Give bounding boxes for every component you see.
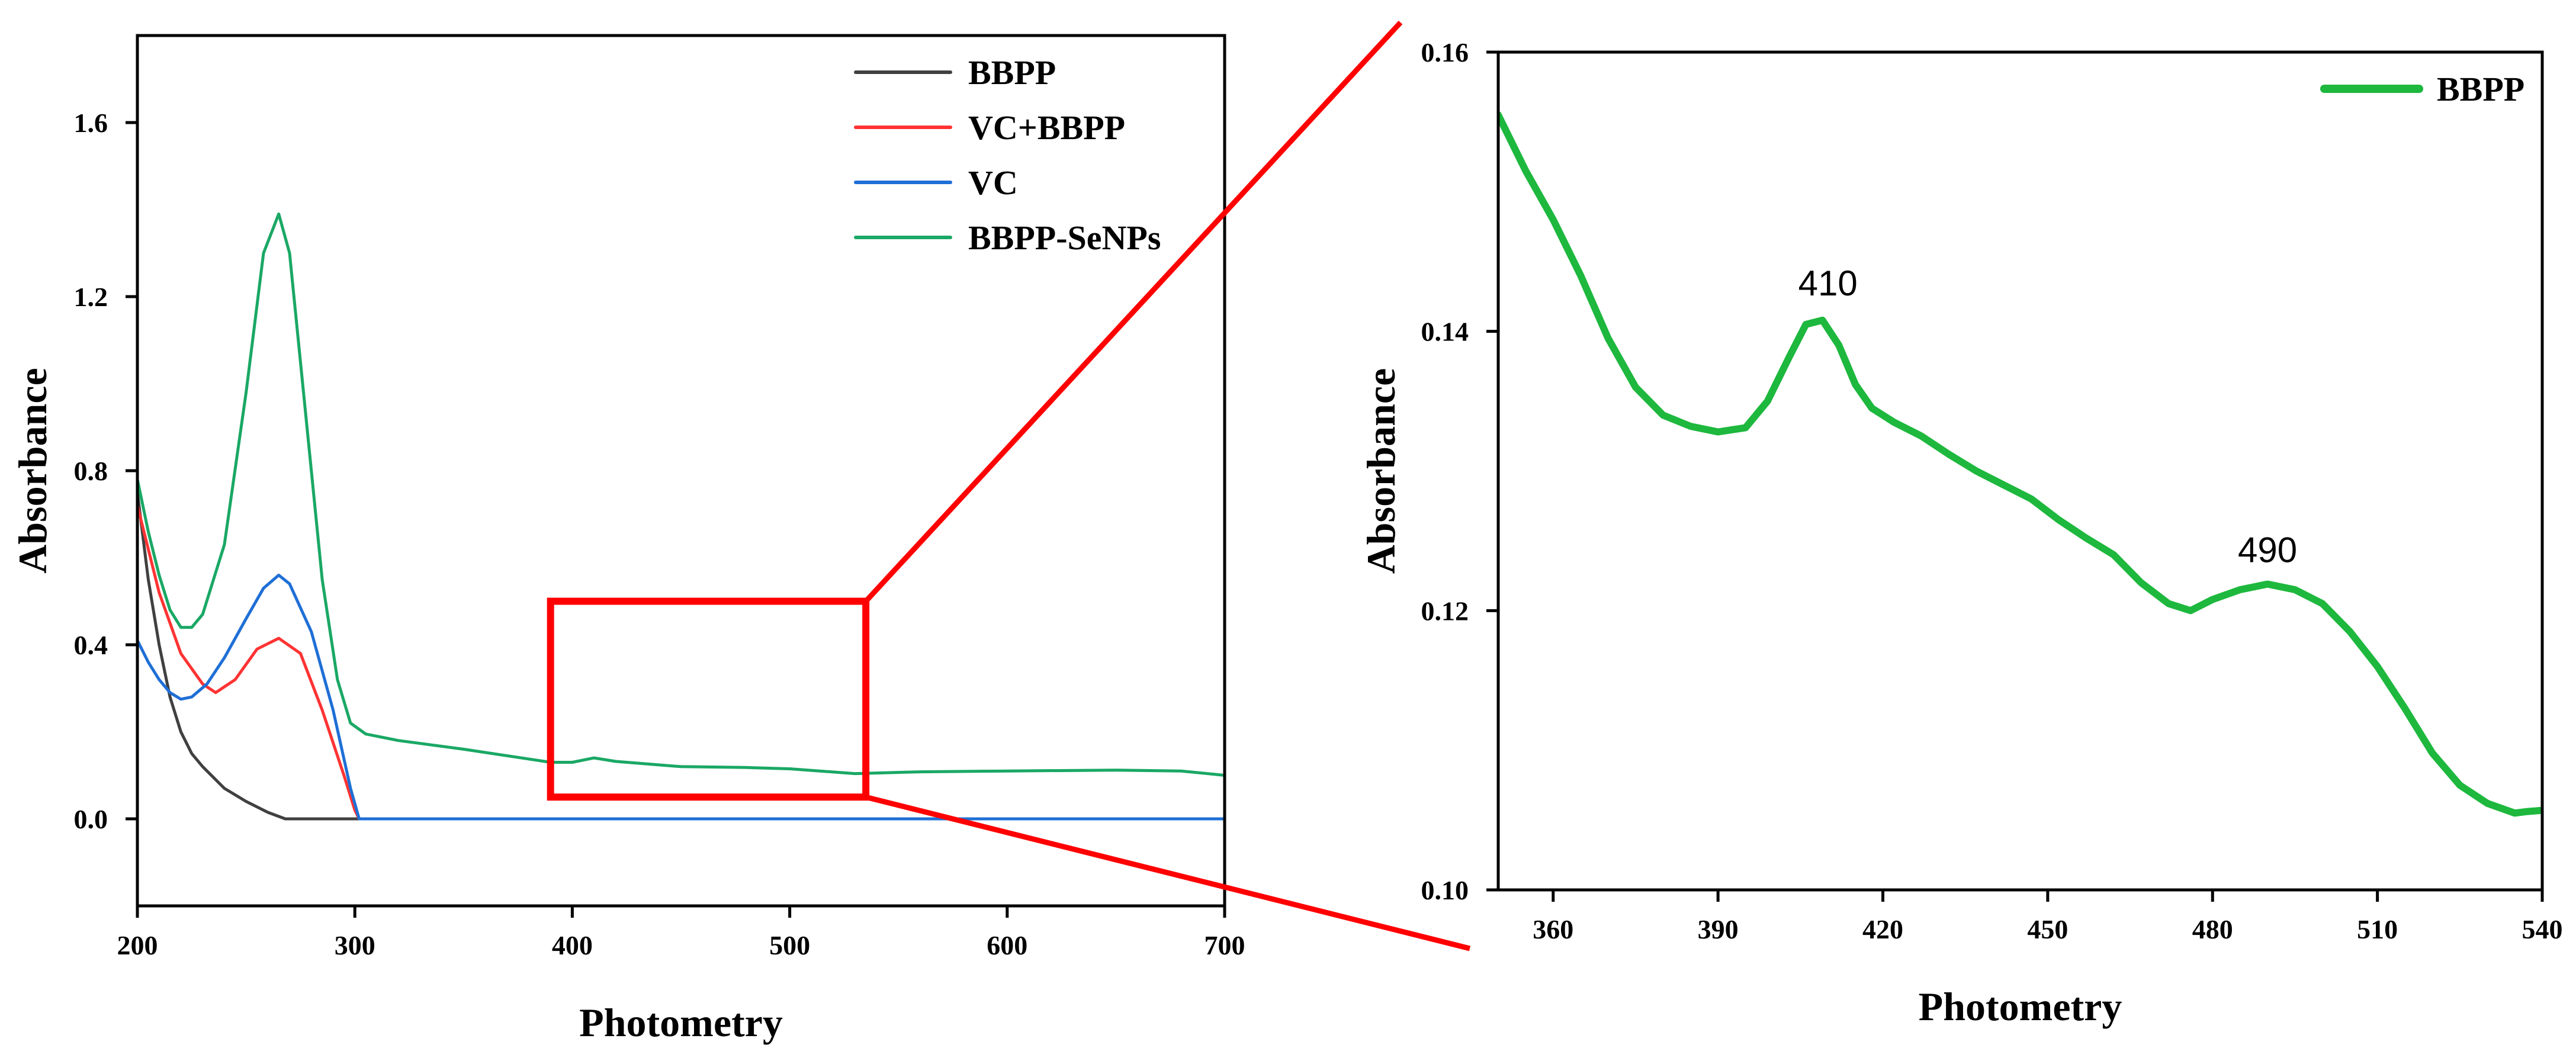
legend-label: VC bbox=[968, 163, 1018, 202]
y-tick-label: 0.14 bbox=[1421, 317, 1469, 347]
y-tick-label: 0.4 bbox=[74, 630, 108, 660]
x-tick-label: 600 bbox=[987, 930, 1027, 960]
x-tick-label: 540 bbox=[2522, 914, 2563, 944]
peak-annotation: 490 bbox=[2238, 530, 2297, 570]
x-tick-label: 200 bbox=[117, 930, 158, 960]
series-line-vc bbox=[137, 573, 1225, 821]
legend-label: BBPP bbox=[2437, 70, 2524, 108]
zoom-connector-bottom bbox=[865, 794, 1471, 951]
x-tick-label: 700 bbox=[1205, 930, 1245, 960]
panel-overview: 200 300 400 500 600 700 0.0 0.4 0.8 1.2 1.6 Photome… bbox=[10, 34, 1245, 1045]
x-axis-label: Photometry bbox=[579, 1000, 783, 1045]
x-tick-label: 450 bbox=[2027, 914, 2068, 944]
x-tick-label: 480 bbox=[2192, 914, 2233, 944]
y-tick-label: 1.6 bbox=[74, 108, 108, 138]
y-axis-label: Absorbance bbox=[1358, 368, 1403, 574]
x-tick-label: 510 bbox=[2357, 914, 2398, 944]
plot-frame bbox=[136, 34, 1226, 908]
y-tick-label: 0.0 bbox=[74, 804, 108, 834]
plot-frame bbox=[1496, 50, 2544, 892]
x-axis-label: Photometry bbox=[1919, 984, 2122, 1029]
zoom-connector-group bbox=[547, 20, 1471, 951]
legend-label: BBPP-SeNPs bbox=[968, 218, 1161, 257]
zoom-box bbox=[547, 597, 870, 801]
x-tick-label: 500 bbox=[769, 930, 810, 960]
y-tick-label: 0.12 bbox=[1421, 596, 1469, 626]
y-tick-label: 0.10 bbox=[1421, 875, 1469, 905]
legend-label: VC+BBPP bbox=[968, 108, 1125, 147]
x-tick-label: 400 bbox=[552, 930, 593, 960]
x-tick-label: 390 bbox=[1698, 914, 1739, 944]
peak-annotation: 410 bbox=[1798, 263, 1858, 303]
x-tick-label: 360 bbox=[1533, 914, 1573, 944]
y-tick-label: 1.2 bbox=[74, 282, 108, 312]
y-tick-label: 0.16 bbox=[1421, 37, 1469, 67]
series-line-bbpp bbox=[1498, 111, 2542, 817]
x-tick-label: 300 bbox=[335, 930, 375, 960]
y-axis-label: Absorbance bbox=[10, 368, 55, 574]
legend-label: BBPP bbox=[968, 53, 1056, 92]
y-tick-label: 0.8 bbox=[74, 456, 108, 486]
zoom-connector-top bbox=[863, 20, 1403, 603]
x-tick-label: 420 bbox=[1862, 914, 1903, 944]
panel-zoom: 360 390 420 450 480 510 540 0.10 0.12 0.14 0.16 Pho… bbox=[1358, 37, 2563, 1029]
series-line-bbpp-senps bbox=[137, 212, 1225, 777]
